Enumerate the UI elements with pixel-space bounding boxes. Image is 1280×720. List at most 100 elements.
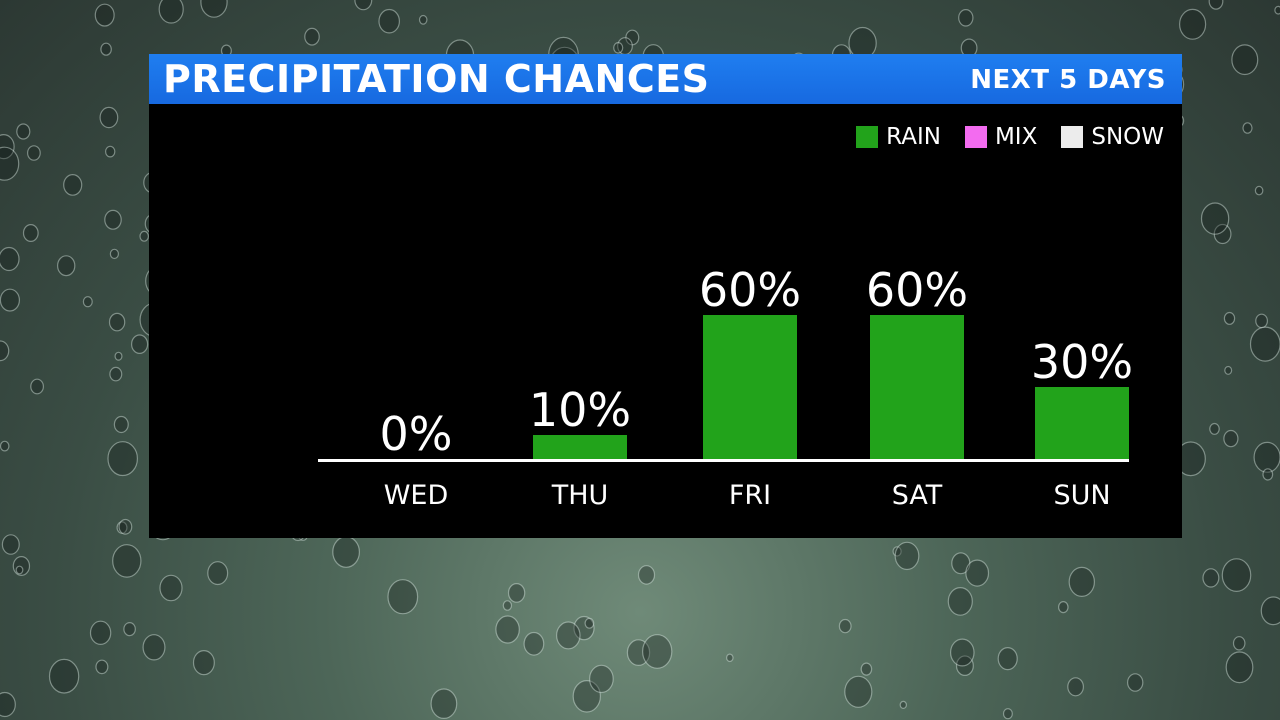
rain-drop <box>1254 185 1264 196</box>
value-label-wed: 0% <box>380 407 453 461</box>
rain-drop <box>965 559 990 587</box>
rain-drop <box>114 351 123 361</box>
rain-drop <box>109 366 123 382</box>
rain-drop <box>104 209 122 230</box>
rain-drop <box>1242 122 1253 134</box>
rain-drop <box>95 659 109 675</box>
rain-drop <box>1126 673 1144 692</box>
bar-chart: 0% WED 10% THU 60% FRI 60% SAT 30% SUN <box>318 263 1133 511</box>
rain-drop <box>1002 708 1013 720</box>
rain-drop <box>892 546 902 557</box>
rain-drop <box>584 617 595 629</box>
rain-drop <box>89 620 112 646</box>
bar-sun <box>1035 387 1129 459</box>
rain-drop <box>48 658 80 694</box>
rain-drop <box>589 664 614 694</box>
rain-drop <box>418 14 428 25</box>
rain-drop <box>725 653 734 663</box>
rain-drop <box>378 8 400 34</box>
chart-title: PRECIPITATION CHANCES <box>163 57 710 101</box>
rain-drop <box>947 587 973 616</box>
rain-drop <box>304 27 320 46</box>
rain-drop <box>142 634 166 661</box>
rain-drop <box>1208 0 1224 10</box>
category-label-sat: SAT <box>892 480 943 511</box>
chart-panel: PRECIPITATION CHANCES NEXT 5 DAYS RAIN M… <box>149 54 1182 538</box>
value-label-fri: 60% <box>699 263 801 317</box>
rain-drop <box>158 0 184 24</box>
value-label-sat: 60% <box>866 263 968 317</box>
rain-drop <box>109 248 120 260</box>
rain-drop <box>1068 566 1096 598</box>
legend-item-snow: SNOW <box>1061 124 1164 150</box>
rain-drop <box>997 646 1018 671</box>
rain-drop <box>200 0 228 18</box>
rain-drop <box>12 555 31 576</box>
rain-drop <box>207 561 229 586</box>
bar-sat <box>870 315 964 459</box>
rain-drop <box>99 106 119 129</box>
rain-drop <box>1260 596 1280 626</box>
rain-drop <box>15 565 24 575</box>
rain-drop <box>838 618 852 634</box>
legend-swatch-mix <box>964 126 987 148</box>
rain-drop <box>572 679 602 713</box>
rain-drop <box>1253 441 1280 473</box>
rain-drop <box>131 334 149 354</box>
rain-drop <box>332 536 361 568</box>
rain-drop <box>502 600 513 611</box>
legend: RAIN MIX SNOW <box>832 124 1164 150</box>
rain-drop <box>1274 5 1280 15</box>
legend-label-mix: MIX <box>994 124 1038 150</box>
rain-drop <box>523 631 545 656</box>
rain-drop <box>1262 468 1274 481</box>
rain-drop <box>192 649 215 676</box>
rain-drop <box>16 123 31 140</box>
rain-drop <box>1202 568 1220 588</box>
rain-drop <box>555 621 581 650</box>
rain-drop <box>94 3 115 27</box>
rain-drop <box>100 42 112 56</box>
rain-drop <box>116 521 128 534</box>
rain-drop <box>430 688 458 719</box>
rain-drop <box>22 224 39 243</box>
legend-item-rain: RAIN <box>856 124 941 150</box>
value-label-sun: 30% <box>1031 335 1133 389</box>
rain-drop <box>1221 558 1252 592</box>
rain-drop <box>354 0 373 11</box>
rain-drop <box>159 574 183 602</box>
chart-subtitle: NEXT 5 DAYS <box>970 65 1166 95</box>
rain-drop <box>626 639 651 666</box>
value-label-thu: 10% <box>529 383 631 437</box>
rain-drop <box>949 638 975 667</box>
legend-swatch-snow <box>1061 126 1084 148</box>
rain-drop <box>958 8 974 27</box>
category-label-fri: FRI <box>729 480 771 511</box>
rain-drop <box>139 230 149 242</box>
rain-drop <box>0 146 20 181</box>
rain-drop <box>894 541 920 571</box>
rain-drop <box>107 441 138 477</box>
rain-drop <box>1232 636 1246 651</box>
rain-drop <box>63 173 83 196</box>
rain-drop <box>1 534 20 555</box>
rain-drop <box>118 518 133 535</box>
bar-fri <box>703 315 797 459</box>
rain-drop <box>573 615 595 641</box>
rain-drop <box>0 440 10 452</box>
rain-drop <box>112 544 142 578</box>
rain-drop <box>1209 422 1220 435</box>
rain-drop <box>1058 600 1069 614</box>
rain-drop <box>495 615 520 644</box>
bar-thu <box>533 435 627 459</box>
rain-drop <box>0 288 20 312</box>
category-label-wed: WED <box>384 480 449 511</box>
rain-drop <box>0 691 16 718</box>
rain-drop <box>0 246 20 272</box>
rain-drop <box>56 255 76 277</box>
rain-drop <box>123 621 136 637</box>
rain-drop <box>113 415 129 434</box>
header-bar: PRECIPITATION CHANCES NEXT 5 DAYS <box>149 54 1182 104</box>
rain-drop <box>951 552 971 575</box>
rain-drop <box>1225 651 1254 684</box>
